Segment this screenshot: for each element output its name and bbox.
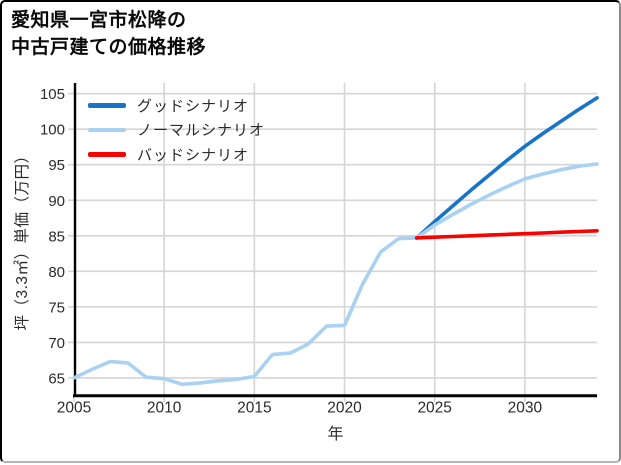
x-tick-label: 2020 <box>327 400 362 417</box>
legend-item-bad-scenario: バッドシナリオ <box>88 142 265 167</box>
x-tick-label: 2005 <box>57 400 91 417</box>
y-tick-label: 70 <box>48 335 65 352</box>
y-tick-label: 80 <box>48 264 65 281</box>
chart-title: 愛知県一宮市松降の 中古戸建ての価格推移 <box>11 7 206 61</box>
y-tick-label: 90 <box>48 193 65 210</box>
legend-label-normal-scenario: ノーマルシナリオ <box>137 122 266 140</box>
y-tick-label: 75 <box>48 299 65 316</box>
legend-swatch-bad-scenario <box>88 152 126 157</box>
legend-label-good-scenario: グッドシナリオ <box>137 97 250 115</box>
y-tick-label: 100 <box>40 122 65 139</box>
legend-item-normal-scenario: ノーマルシナリオ <box>88 118 265 143</box>
series-line-normal <box>414 162 599 240</box>
y-tick-label: 65 <box>48 370 65 387</box>
series-line-history <box>72 236 419 387</box>
legend-label-bad-scenario: バッドシナリオ <box>137 146 250 164</box>
legend-swatch-normal-scenario <box>88 127 126 132</box>
legend: グッドシナリオ ノーマルシナリオ バッドシナリオ <box>88 93 265 167</box>
chart-title-line1: 愛知県一宮市松降の <box>11 10 187 31</box>
x-tick-label: 2010 <box>147 400 182 417</box>
legend-swatch-good-scenario <box>88 103 126 108</box>
legend-item-good-scenario: グッドシナリオ <box>88 93 265 118</box>
x-tick-label: 2030 <box>508 400 543 417</box>
series-line-bad <box>414 229 599 240</box>
x-axis-label: 年 <box>327 426 344 443</box>
y-tick-label: 85 <box>48 228 65 245</box>
chart-title-line2: 中古戸建ての価格推移 <box>11 37 207 58</box>
x-tick-label: 2015 <box>237 400 271 417</box>
y-axis-label: 坪（3.3㎡）単価（万円） <box>14 147 31 331</box>
y-tick-label: 105 <box>40 86 65 103</box>
x-tick-label: 2025 <box>417 400 451 417</box>
y-tick-label: 95 <box>48 157 65 174</box>
series-line-good <box>414 96 599 240</box>
